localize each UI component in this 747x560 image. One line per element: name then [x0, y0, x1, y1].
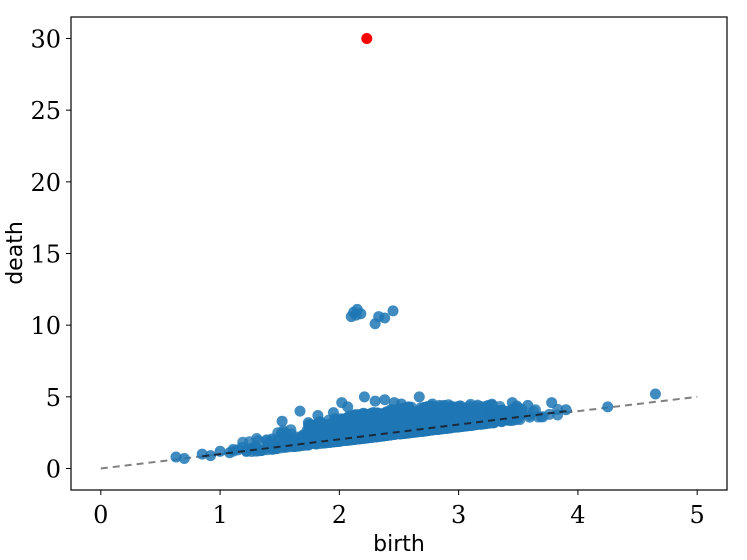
y-tick-label: 15 [30, 241, 61, 269]
data-point [514, 406, 526, 418]
data-point [481, 402, 493, 414]
data-point [341, 418, 353, 430]
x-tick-label: 0 [93, 501, 108, 529]
data-point [413, 391, 425, 403]
y-tick-label: 30 [30, 26, 61, 54]
data-point [427, 424, 439, 436]
data-point [342, 401, 354, 413]
data-point [327, 407, 339, 419]
data-point [240, 445, 252, 457]
data-point [312, 409, 324, 421]
data-point [361, 432, 373, 444]
data-point [522, 399, 534, 411]
data-point [358, 391, 370, 403]
data-point [311, 420, 323, 432]
data-point [400, 417, 412, 429]
data-point [481, 417, 493, 429]
data-point [371, 407, 383, 419]
data-point [276, 415, 288, 427]
data-point [302, 417, 314, 429]
data-point [363, 410, 375, 422]
data-point [447, 401, 459, 413]
data-point [602, 401, 614, 413]
data-point [403, 401, 415, 413]
data-point [336, 434, 348, 446]
data-point [262, 441, 274, 453]
plot-area [100, 33, 698, 470]
outlier-point [361, 33, 373, 44]
y-axis-label: death [3, 221, 28, 285]
data-point [285, 424, 297, 436]
cluster-point [350, 309, 362, 321]
trend-line [202, 409, 573, 458]
x-tick-label: 5 [690, 501, 705, 529]
data-point [379, 394, 391, 406]
x-tick-label: 3 [451, 501, 466, 529]
data-point [382, 408, 394, 420]
y-tick-label: 5 [46, 384, 61, 412]
data-point [299, 439, 311, 451]
data-point [426, 398, 438, 410]
y-axis: 0 5 10 15 20 25 30 [30, 26, 71, 484]
data-point [232, 444, 244, 456]
data-point [170, 451, 182, 463]
data-point [332, 422, 344, 434]
data-point [448, 421, 460, 433]
data-point [464, 413, 476, 425]
data-point [546, 397, 558, 409]
data-point [312, 428, 324, 440]
data-point [294, 405, 306, 417]
x-axis-label: birth [373, 532, 425, 557]
y-tick-label: 0 [46, 456, 61, 484]
x-tick-label: 4 [570, 501, 585, 529]
data-point [649, 388, 661, 400]
data-point [178, 452, 190, 464]
data-point [374, 419, 386, 431]
data-point [459, 402, 471, 414]
cluster-point [379, 312, 391, 324]
data-point [560, 404, 572, 416]
y-tick-label: 20 [30, 169, 61, 197]
x-tick-label: 1 [212, 501, 227, 529]
data-point [205, 450, 217, 462]
y-tick-label: 10 [30, 312, 61, 340]
x-tick-label: 2 [332, 501, 347, 529]
data-point [402, 427, 414, 439]
data-point [438, 399, 450, 411]
data-point [369, 395, 381, 407]
cluster-point [387, 305, 399, 317]
data-point [352, 409, 364, 421]
x-axis: 0 1 2 3 4 5 [93, 490, 705, 529]
y-tick-label: 25 [30, 97, 61, 125]
data-point [506, 397, 518, 409]
